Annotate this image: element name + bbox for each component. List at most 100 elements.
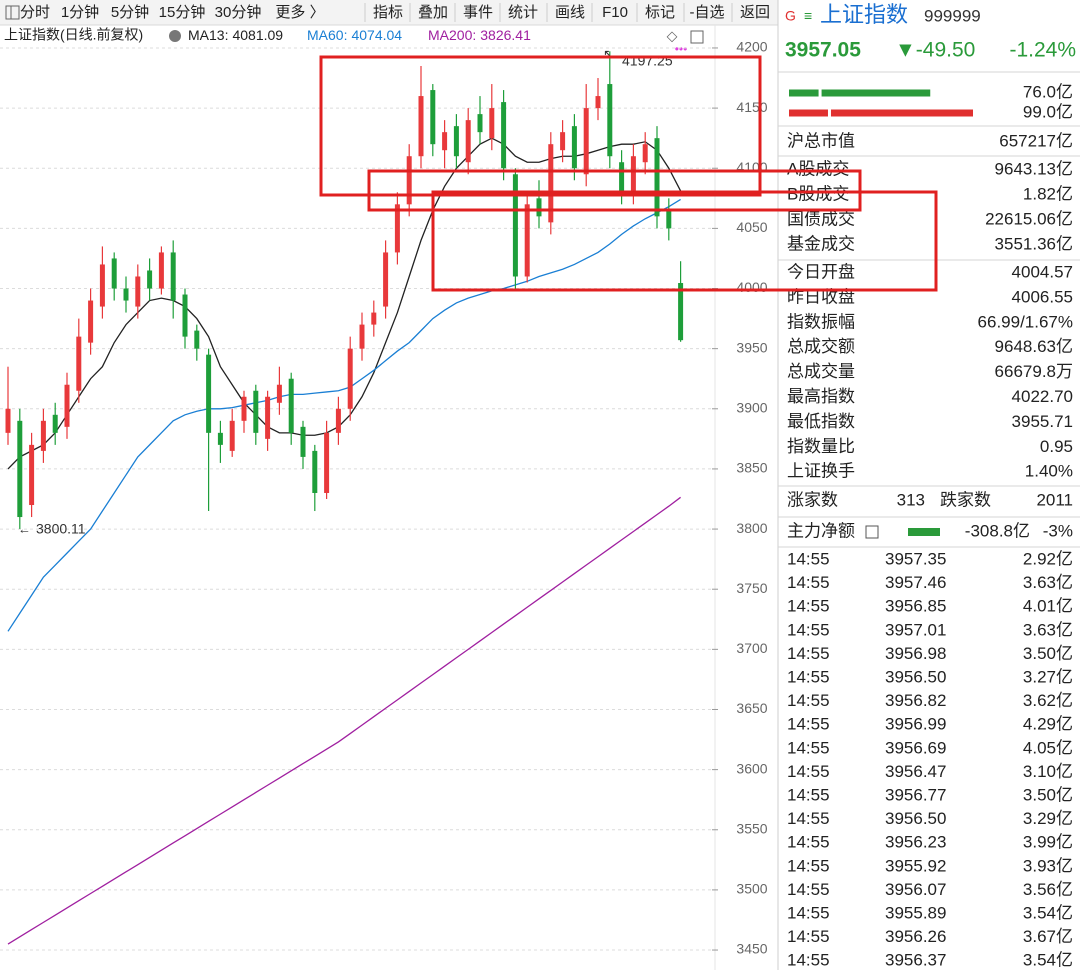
stat-value: 66679.8万: [995, 362, 1073, 381]
candle-body: [288, 378, 294, 433]
stat-value: 1.40%: [1025, 462, 1073, 481]
trade-price: 3957.01: [885, 620, 946, 639]
period-tab[interactable]: 5分钟: [111, 4, 149, 21]
index-code: 999999: [924, 6, 981, 25]
candle-body: [5, 408, 11, 433]
candle-body: [135, 276, 141, 307]
highlight-box: [319, 55, 762, 197]
tool-button[interactable]: 叠加: [418, 4, 448, 21]
trade-price: 3955.89: [885, 903, 946, 922]
trade-time: 14:55: [787, 667, 830, 686]
flow-bar: [789, 109, 973, 117]
trade-time: 14:55: [787, 809, 830, 828]
trade-volume: 3.54亿: [1023, 903, 1073, 922]
trade-volume: 3.63亿: [1023, 620, 1073, 639]
candle-body: [347, 348, 353, 409]
flag: G: [785, 8, 796, 24]
candle-body: [276, 384, 282, 403]
y-tick-label: 3800: [736, 520, 767, 536]
up-count: 313: [897, 490, 925, 509]
legend-entry: MA200: 3826.41: [428, 27, 531, 43]
trade-time: 14:55: [787, 856, 830, 875]
stat-label: 总成交额: [787, 337, 855, 356]
kline-chart: 3450 3500 3550 3600 3650 3700 3750 3800 3850 3900…: [0, 27, 768, 957]
trade-volume: 2.92亿: [1023, 549, 1073, 568]
trade-price: 3956.07: [885, 880, 946, 899]
stat-label: 总成交量: [787, 362, 855, 381]
menu-icon: ≡: [804, 8, 812, 24]
candle-body: [64, 384, 70, 427]
flow-label: 99.0亿: [1023, 102, 1073, 121]
y-tick-label: 3850: [736, 460, 767, 476]
ma-line: [7, 496, 681, 945]
candle-body: [536, 198, 542, 217]
arrow: ←: [18, 521, 31, 536]
candle-body: [394, 204, 400, 253]
candle-body: [501, 102, 507, 169]
tool-button[interactable]: 指标: [373, 4, 403, 21]
trade-time: 14:55: [787, 715, 830, 734]
trade-time: 14:55: [787, 597, 830, 616]
candle-body: [229, 420, 235, 451]
flow-indicator: [908, 528, 940, 536]
stat-value: 3955.71: [1012, 412, 1073, 431]
candle-body: [583, 108, 589, 175]
trade-volume: 4.05亿: [1023, 738, 1073, 757]
legend-name: MA60:: [307, 27, 347, 43]
candle-body: [206, 354, 212, 433]
period-tab[interactable]: 更多 〉: [275, 4, 324, 21]
tool-button[interactable]: 画线: [555, 4, 585, 21]
stat-label: A股成交: [787, 159, 849, 178]
candle-body: [52, 414, 58, 433]
y-tick-label: 3750: [736, 580, 767, 596]
quote-panel: G ≡ 上证指数 999999 3957.05 ▼-49.50 -1.24% 76.0亿99.…: [778, 2, 1080, 970]
candle-body: [371, 312, 377, 325]
trade-volume: 3.54亿: [1023, 951, 1073, 970]
stat-value: 22615.06亿: [985, 209, 1073, 228]
candle-body: [300, 426, 306, 457]
toolbar-icon[interactable]: [5, 5, 20, 20]
settings-icon[interactable]: [169, 30, 181, 42]
candle-body: [170, 252, 176, 301]
flow-label: 主力净额: [787, 521, 855, 540]
tool-button[interactable]: 统计: [508, 4, 538, 21]
y-tick-label: 4100: [736, 159, 767, 175]
candle-body: [654, 138, 660, 217]
period-tab[interactable]: 15分钟: [159, 4, 206, 21]
y-tick-label: 4000: [736, 279, 767, 295]
index-name: 上证指数: [820, 2, 908, 27]
y-tick-label: 4050: [736, 219, 767, 235]
flow-bar: [789, 89, 931, 97]
period-tab[interactable]: 30分钟: [215, 4, 262, 21]
trade-volume: 3.50亿: [1023, 644, 1073, 663]
dots-icon: •••: [675, 42, 688, 56]
tool-button[interactable]: 返回: [740, 4, 770, 21]
candle-body: [17, 420, 23, 518]
candle-body: [335, 408, 341, 433]
tool-button[interactable]: F10: [602, 4, 628, 21]
candle-body: [40, 420, 46, 451]
tool-button[interactable]: -自选: [690, 4, 725, 21]
trade-volume: 3.67亿: [1023, 927, 1073, 946]
stat-label: 沪总市值: [787, 131, 855, 150]
up-label: 涨家数: [787, 490, 838, 509]
panel-toggle-icon[interactable]: [690, 30, 704, 44]
candle-body: [253, 390, 259, 433]
candle-body: [241, 396, 247, 421]
trade-price: 3956.50: [885, 809, 946, 828]
legend-value: 4081.09: [232, 27, 283, 43]
stat-value: 3551.36亿: [995, 234, 1073, 253]
y-tick-label: 3450: [736, 941, 767, 957]
trade-volume: 3.50亿: [1023, 785, 1073, 804]
highlight-boxes: [319, 55, 938, 292]
period-tab[interactable]: 1分钟: [61, 4, 99, 21]
flow-icon[interactable]: [865, 525, 879, 539]
tool-button[interactable]: 事件: [463, 4, 493, 21]
candle-body: [666, 210, 672, 229]
diamond-icon[interactable]: ◇: [667, 28, 678, 44]
tool-button[interactable]: 标记: [645, 4, 675, 21]
stat-label: 指数振幅: [787, 312, 855, 331]
trade-time: 14:55: [787, 833, 830, 852]
flow-pct: -3%: [1043, 521, 1073, 540]
period-tab[interactable]: 分时: [20, 4, 50, 21]
